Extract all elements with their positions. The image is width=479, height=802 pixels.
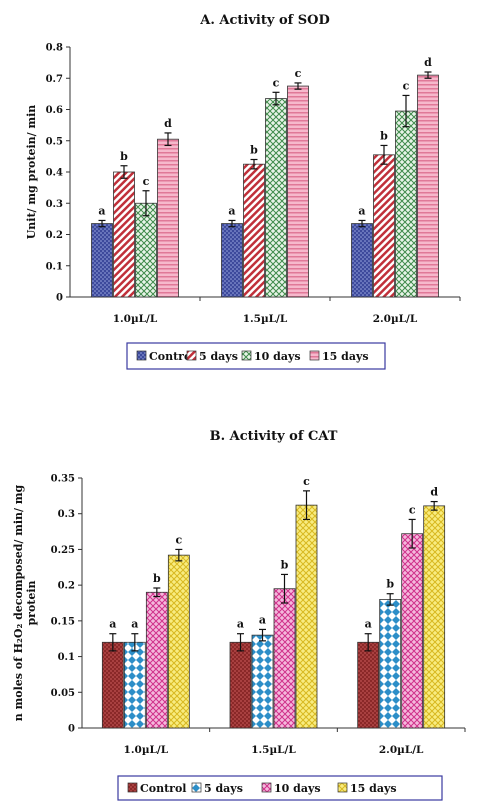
y-tick-label: 0.3 <box>46 199 63 210</box>
significance-label: d <box>424 56 432 69</box>
bar <box>157 138 179 298</box>
significance-label: a <box>237 618 244 631</box>
x-category-label: 1.5µL/L <box>251 744 296 756</box>
y-axis-label-line: n moles of H₂O₂ decomposed/ min/ mg <box>12 484 25 721</box>
significance-label: b <box>153 572 161 585</box>
x-category-label: 1.0µL/L <box>124 744 169 756</box>
x-category-label: 2.0µL/L <box>373 313 418 325</box>
legend-label: 15 days <box>350 782 397 795</box>
significance-label: a <box>109 618 116 631</box>
significance-label: a <box>358 204 365 217</box>
significance-label: a <box>98 204 105 217</box>
legend-label: 5 days <box>199 350 238 363</box>
legend-swatch <box>127 782 138 793</box>
bar <box>395 110 417 298</box>
y-axis-label: Unit/ mg protein/ min <box>25 105 38 240</box>
chart-title: B. Activity of CAT <box>210 429 338 444</box>
significance-label: c <box>143 175 150 188</box>
bar <box>379 599 402 729</box>
significance-label: b <box>250 144 258 157</box>
bar <box>123 641 146 729</box>
significance-label: d <box>164 117 172 130</box>
legend-swatch <box>136 350 147 361</box>
sod-chart: A. Activity of SOD Unit/ mg protein/ min 0… <box>25 13 461 370</box>
legend-swatch <box>191 782 202 793</box>
legend-box <box>117 775 443 801</box>
chart-title: A. Activity of SOD <box>199 13 329 28</box>
bar <box>229 641 252 729</box>
significance-label: c <box>403 79 410 92</box>
legend-swatch <box>186 350 197 361</box>
significance-label: c <box>409 503 416 516</box>
significance-label: c <box>175 533 182 546</box>
bar <box>423 505 446 729</box>
bar <box>221 223 243 298</box>
y-tick-label: 0.05 <box>51 688 75 699</box>
y-tick-label: 0.8 <box>46 43 63 54</box>
bar <box>145 591 168 729</box>
legend-swatch <box>309 350 320 361</box>
bar <box>243 163 265 298</box>
y-tick-label: 0.15 <box>51 616 75 627</box>
y-axis-label-line: protein <box>25 580 38 625</box>
significance-label: a <box>259 613 266 626</box>
legend-label: 10 days <box>274 782 321 795</box>
y-tick-label: 0.1 <box>46 261 63 272</box>
legend-label: Control <box>140 782 186 795</box>
legend-swatch <box>241 350 252 361</box>
bar <box>135 202 157 298</box>
significance-label: b <box>120 150 128 163</box>
bar <box>113 171 135 298</box>
x-category-label: 1.0µL/L <box>113 313 158 325</box>
bar <box>273 588 296 729</box>
legend-box <box>126 342 386 370</box>
y-tick-label: 0.5 <box>46 136 63 147</box>
bar <box>287 85 309 298</box>
x-category-label: 2.0µL/L <box>379 744 424 756</box>
y-tick-label: 0.2 <box>58 581 75 592</box>
bar <box>373 154 395 298</box>
y-tick-label: 0.25 <box>51 545 75 556</box>
legend-label: 5 days <box>204 782 243 795</box>
bar <box>265 98 287 298</box>
significance-label: a <box>131 618 138 631</box>
legend-swatch <box>337 782 348 793</box>
cat-chart: B. Activity of CAT n moles of H₂O₂ decomp… <box>12 429 466 801</box>
significance-label: b <box>380 129 388 142</box>
y-tick-label: 0.3 <box>58 509 75 520</box>
y-tick-label: 0 <box>56 293 63 304</box>
significance-label: a <box>228 204 235 217</box>
y-tick-label: 0.35 <box>51 474 75 485</box>
bar <box>91 223 113 298</box>
bar <box>251 634 274 729</box>
significance-label: c <box>303 475 310 488</box>
bar <box>351 223 373 298</box>
significance-label: d <box>430 486 438 499</box>
legend-label: 15 days <box>322 350 369 363</box>
y-tick-label: 0 <box>68 724 75 735</box>
x-category-label: 1.5µL/L <box>243 313 288 325</box>
y-tick-label: 0.7 <box>46 74 63 85</box>
bar <box>417 74 439 298</box>
y-tick-label: 0.2 <box>46 230 63 241</box>
legend-label: 10 days <box>254 350 301 363</box>
significance-label: a <box>365 618 372 631</box>
bar <box>357 641 380 729</box>
legend-swatch <box>261 782 272 793</box>
significance-label: b <box>281 558 289 571</box>
y-tick-label: 0.4 <box>46 168 63 179</box>
significance-label: b <box>386 578 394 591</box>
significance-label: c <box>295 67 302 80</box>
y-tick-label: 0.1 <box>58 652 75 663</box>
y-tick-label: 0.6 <box>46 105 63 116</box>
bar <box>295 504 318 729</box>
bar <box>101 641 124 729</box>
bar <box>401 533 424 729</box>
bar <box>167 554 190 729</box>
significance-label: c <box>273 76 280 89</box>
legend-label: Control <box>149 350 195 363</box>
